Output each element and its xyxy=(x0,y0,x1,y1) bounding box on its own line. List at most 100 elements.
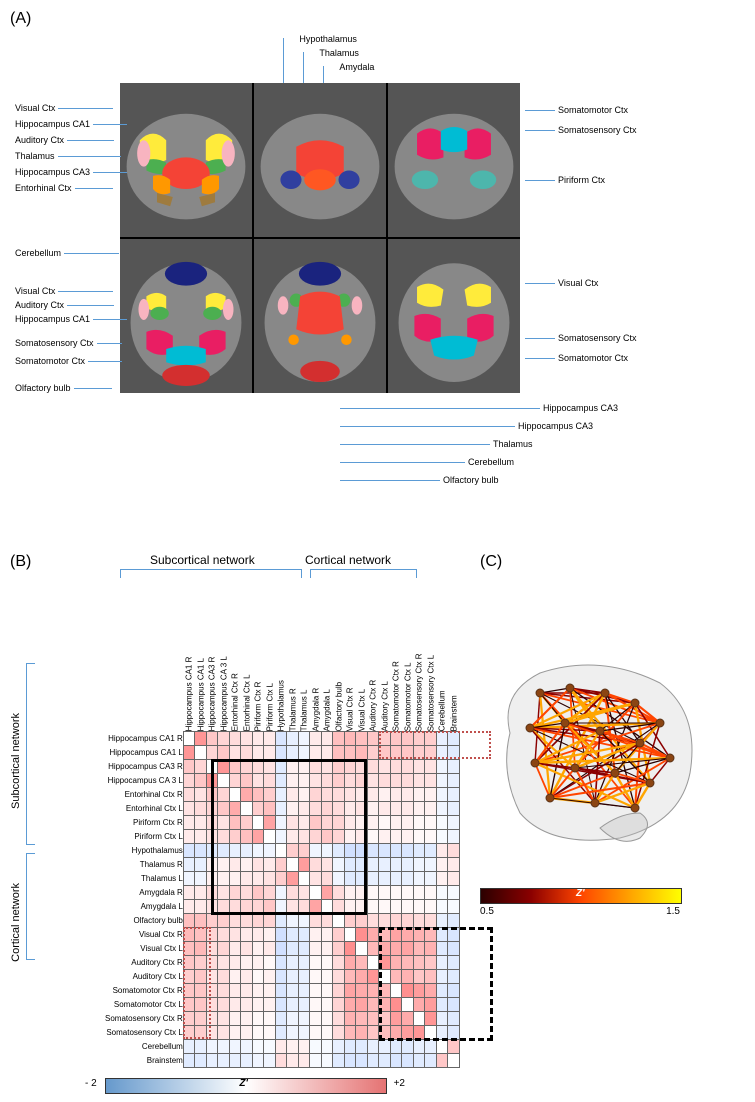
heatmap-cell xyxy=(195,773,207,787)
heatmap-cell xyxy=(436,801,448,815)
heatmap-cell xyxy=(321,1053,333,1067)
heatmap-cell xyxy=(241,1039,253,1053)
heatmap-cell xyxy=(413,787,425,801)
heatmap-cell xyxy=(206,1053,218,1067)
heatmap-cell xyxy=(448,801,460,815)
heatmap-cell xyxy=(183,815,195,829)
heatmap-cell xyxy=(448,787,460,801)
heatmap-cell xyxy=(321,1025,333,1039)
heatmap-cell xyxy=(390,801,402,815)
heatmap-cell xyxy=(264,885,276,899)
heatmap-cell xyxy=(287,941,299,955)
heatmap-cell xyxy=(379,857,391,871)
heatmap-cell xyxy=(241,1011,253,1025)
heatmap-cell xyxy=(390,843,402,857)
region-label: Somatosensory Ctx xyxy=(15,338,122,348)
heatmap-cell xyxy=(275,969,287,983)
heatmap-cell xyxy=(344,815,356,829)
heatmap-cell xyxy=(356,745,368,759)
region-label: Cerebellum xyxy=(340,457,514,467)
region-label: Hippocampus CA3 xyxy=(340,421,593,431)
heatmap-cell xyxy=(367,801,379,815)
cb-c-label: Z' xyxy=(576,888,585,899)
heatmap-cell xyxy=(402,787,414,801)
heatmap-cell xyxy=(344,899,356,913)
heatmap-cell xyxy=(310,913,322,927)
heatmap-cell xyxy=(413,969,425,983)
col-label: Piriform Ctx R xyxy=(252,653,264,731)
heatmap-cell xyxy=(241,997,253,1011)
heatmap-cell xyxy=(333,1039,345,1053)
heatmap-cell xyxy=(195,871,207,885)
heatmap-cell xyxy=(183,871,195,885)
heatmap-cell xyxy=(379,941,391,955)
heatmap-cell xyxy=(379,801,391,815)
heatmap-cell xyxy=(298,885,310,899)
heatmap-cell xyxy=(425,885,437,899)
heatmap-cell xyxy=(298,857,310,871)
heatmap-cell xyxy=(287,1011,299,1025)
heatmap-cell xyxy=(264,829,276,843)
heatmap-cell xyxy=(275,1039,287,1053)
heatmap-cell xyxy=(183,745,195,759)
heatmap-cell xyxy=(241,885,253,899)
heatmap-cell xyxy=(448,1025,460,1039)
heatmap-cell xyxy=(264,899,276,913)
heatmap-cell xyxy=(218,941,230,955)
heatmap-cell xyxy=(229,927,241,941)
heatmap-cell xyxy=(206,941,218,955)
heatmap-cell xyxy=(333,773,345,787)
heatmap-cell xyxy=(183,969,195,983)
heatmap-cell xyxy=(333,857,345,871)
heatmap-cell xyxy=(402,745,414,759)
row-label: Brainstem xyxy=(105,1053,183,1067)
heatmap-cell xyxy=(229,1039,241,1053)
brain-slice-5 xyxy=(254,239,386,393)
heatmap-cell xyxy=(390,983,402,997)
heatmap-cell xyxy=(333,955,345,969)
heatmap-cell xyxy=(344,801,356,815)
heatmap-cell xyxy=(344,997,356,1011)
row-label: Visual Ctx R xyxy=(105,927,183,941)
row-label: Entorhinal Ctx L xyxy=(105,801,183,815)
heatmap-cell xyxy=(448,927,460,941)
heatmap-cell xyxy=(206,801,218,815)
heatmap-cell xyxy=(206,857,218,871)
heatmap-cell xyxy=(413,927,425,941)
heatmap-cell xyxy=(264,1039,276,1053)
heatmap-cell xyxy=(425,969,437,983)
heatmap-cell xyxy=(413,997,425,1011)
region-label: Olfactory bulb xyxy=(15,383,112,393)
heatmap-cell xyxy=(356,787,368,801)
heatmap-cell xyxy=(183,899,195,913)
heatmap-cell xyxy=(264,731,276,745)
heatmap-cell xyxy=(241,955,253,969)
row-label: Somatosensory Ctx R xyxy=(105,1011,183,1025)
row-label: Hippocampus CA1 R xyxy=(105,731,183,745)
heatmap-cell xyxy=(436,731,448,745)
col-label: Brainstem xyxy=(448,653,460,731)
heatmap-cell xyxy=(229,773,241,787)
heatmap-cell xyxy=(229,983,241,997)
heatmap-cell xyxy=(402,913,414,927)
brace-icon xyxy=(26,663,35,845)
heatmap-cell xyxy=(241,913,253,927)
heatmap-cell xyxy=(390,815,402,829)
heatmap-cell xyxy=(298,997,310,1011)
heatmap-cell xyxy=(367,941,379,955)
heatmap-cell xyxy=(448,899,460,913)
heatmap-cell xyxy=(390,857,402,871)
heatmap-cell xyxy=(448,871,460,885)
heatmap-cell xyxy=(195,899,207,913)
heatmap-cell xyxy=(275,801,287,815)
heatmap-cell xyxy=(310,941,322,955)
heatmap-cell xyxy=(367,787,379,801)
heatmap-cell xyxy=(264,941,276,955)
col-label: Amygdala L xyxy=(321,653,333,731)
heatmap-cell xyxy=(425,913,437,927)
heatmap-cell xyxy=(287,1025,299,1039)
heatmap-cell xyxy=(195,885,207,899)
subcortical-header-top: Subcortical network xyxy=(150,553,255,567)
heatmap-cell xyxy=(402,885,414,899)
brain-slice-3 xyxy=(388,83,520,237)
